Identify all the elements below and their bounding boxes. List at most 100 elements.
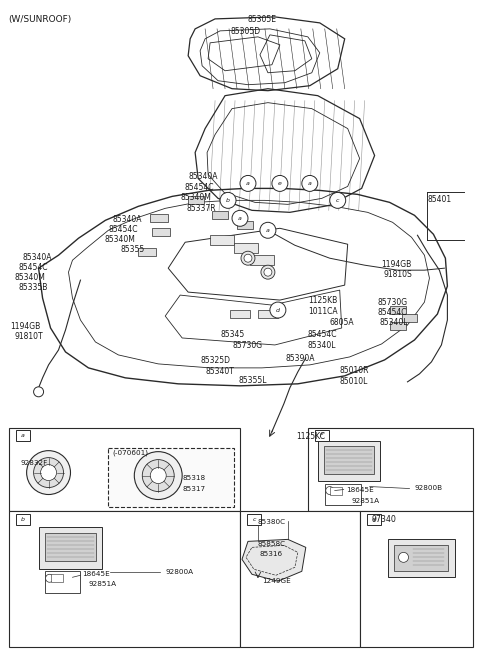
- Text: 85340L: 85340L: [380, 318, 408, 327]
- Bar: [16, 514, 30, 525]
- Circle shape: [34, 458, 63, 487]
- Bar: [360, 512, 473, 647]
- Text: 85325D: 85325D: [200, 356, 230, 365]
- Bar: [9, 512, 240, 647]
- Text: 85355L: 85355L: [238, 376, 266, 385]
- Text: 92800B: 92800B: [415, 485, 443, 491]
- Circle shape: [46, 574, 54, 582]
- Text: b: b: [21, 517, 24, 522]
- Circle shape: [261, 265, 275, 279]
- Text: 85355: 85355: [120, 245, 144, 254]
- Bar: [394, 546, 448, 571]
- Bar: [234, 243, 258, 253]
- Circle shape: [398, 552, 408, 563]
- Bar: [230, 310, 250, 318]
- Text: 1194GB: 1194GB: [382, 260, 412, 269]
- Circle shape: [330, 193, 346, 208]
- Text: 85305E: 85305E: [248, 15, 277, 24]
- Circle shape: [34, 387, 44, 397]
- Text: 18645E: 18645E: [83, 571, 110, 577]
- Circle shape: [150, 468, 166, 483]
- Circle shape: [270, 302, 286, 318]
- Text: c: c: [252, 517, 256, 522]
- Polygon shape: [242, 539, 306, 581]
- Text: 1125KB: 1125KB: [308, 296, 337, 305]
- Bar: [45, 533, 96, 561]
- Text: b: b: [226, 198, 230, 203]
- Text: 85340A: 85340A: [23, 253, 52, 262]
- Bar: [210, 235, 234, 245]
- Text: 85454C: 85454C: [108, 225, 138, 234]
- Text: 85454C: 85454C: [308, 330, 337, 339]
- Bar: [188, 196, 204, 204]
- Text: 85316: 85316: [260, 552, 283, 557]
- Text: 85401: 85401: [428, 195, 452, 204]
- Bar: [152, 229, 170, 236]
- Text: 85390A: 85390A: [286, 354, 315, 363]
- Text: (-070601): (-070601): [112, 449, 148, 456]
- Text: 85010R: 85010R: [340, 366, 369, 375]
- Circle shape: [26, 451, 71, 495]
- Text: 85340A: 85340A: [188, 172, 217, 181]
- Text: a: a: [246, 181, 250, 186]
- Circle shape: [264, 268, 272, 276]
- Bar: [16, 430, 30, 441]
- Text: 92832F: 92832F: [21, 460, 48, 466]
- Text: 85730G: 85730G: [232, 341, 262, 350]
- Text: 91810S: 91810S: [384, 270, 412, 279]
- Bar: [212, 212, 228, 219]
- Text: 85340A: 85340A: [112, 215, 142, 224]
- Circle shape: [302, 176, 318, 191]
- Text: (W/SUNROOF): (W/SUNROOF): [9, 15, 72, 24]
- Text: 85454C: 85454C: [19, 263, 48, 272]
- Bar: [324, 445, 373, 474]
- Text: 85454C: 85454C: [184, 183, 214, 193]
- Bar: [240, 512, 360, 647]
- Text: 97340: 97340: [372, 515, 396, 525]
- Bar: [108, 447, 234, 508]
- Text: 85380C: 85380C: [258, 519, 286, 525]
- Circle shape: [260, 222, 276, 238]
- Text: 92851A: 92851A: [352, 498, 380, 504]
- Bar: [250, 255, 274, 265]
- Circle shape: [41, 464, 57, 481]
- Text: 85010L: 85010L: [340, 377, 368, 386]
- Circle shape: [142, 460, 174, 491]
- Bar: [318, 441, 380, 481]
- Bar: [308, 428, 473, 512]
- Circle shape: [241, 252, 255, 265]
- Text: 85335B: 85335B: [19, 283, 48, 292]
- Text: 85345: 85345: [220, 330, 244, 339]
- Bar: [45, 571, 81, 593]
- Text: F: F: [320, 433, 324, 438]
- Bar: [138, 248, 156, 256]
- Text: 85305D: 85305D: [230, 27, 260, 36]
- Text: e: e: [278, 181, 282, 186]
- Text: 1011CA: 1011CA: [308, 307, 337, 316]
- Circle shape: [326, 487, 334, 495]
- Text: 85317: 85317: [182, 485, 205, 491]
- Text: a: a: [266, 228, 270, 233]
- Bar: [9, 428, 240, 512]
- Circle shape: [272, 176, 288, 191]
- Text: 85340L: 85340L: [308, 341, 336, 350]
- Text: 1194GB: 1194GB: [11, 322, 41, 331]
- Bar: [38, 527, 102, 569]
- Text: 85730G: 85730G: [378, 298, 408, 307]
- Text: 85318: 85318: [182, 475, 205, 481]
- Text: 1249GE: 1249GE: [262, 578, 291, 584]
- Text: 1125KC: 1125KC: [296, 432, 325, 441]
- Text: 18645E: 18645E: [346, 487, 373, 493]
- Text: 85337R: 85337R: [186, 204, 216, 214]
- Circle shape: [232, 210, 248, 226]
- Text: c: c: [336, 198, 339, 203]
- Text: 91810T: 91810T: [15, 332, 43, 341]
- Text: 85340M: 85340M: [180, 193, 211, 202]
- Text: 92851A: 92851A: [88, 581, 117, 588]
- Text: 85340T: 85340T: [205, 367, 234, 376]
- Text: 85454C: 85454C: [378, 308, 407, 317]
- Text: 6805A: 6805A: [330, 318, 354, 327]
- Bar: [325, 483, 360, 506]
- Text: 85858C: 85858C: [258, 542, 286, 548]
- Text: 85340M: 85340M: [15, 273, 46, 282]
